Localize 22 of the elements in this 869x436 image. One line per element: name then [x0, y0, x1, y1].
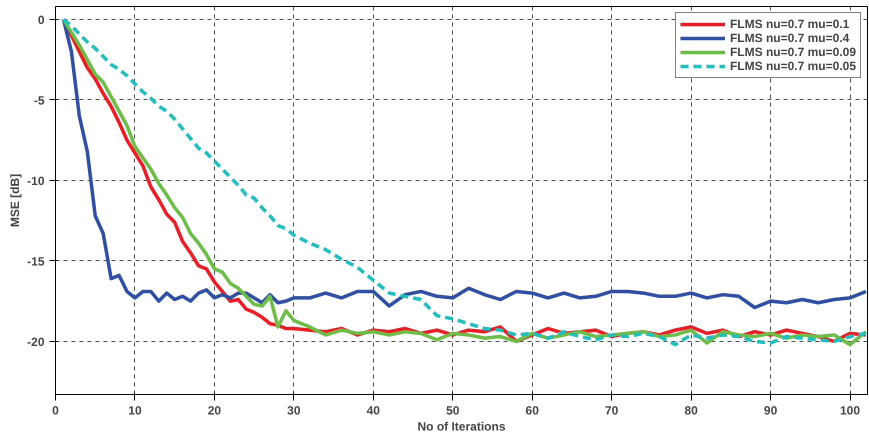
- x-tick-label: 80: [684, 404, 698, 418]
- x-tick-label: 50: [446, 404, 460, 418]
- x-tick-label: 100: [840, 404, 860, 418]
- y-tick-label: -5: [34, 93, 45, 108]
- x-tick-label: 30: [287, 404, 301, 418]
- x-tick-label: 60: [526, 404, 540, 418]
- x-tick-label: 90: [764, 404, 778, 418]
- x-tick-label: 70: [604, 404, 619, 418]
- y-tick-label: 0: [38, 12, 45, 27]
- y-tick-label: -20: [27, 334, 45, 349]
- x-tick-label: 20: [208, 404, 222, 418]
- legend-label: FLMS nu=0.7 mu=0.09: [730, 45, 856, 59]
- x-tick-label: 40: [366, 404, 380, 418]
- legend-label: FLMS nu=0.7 mu=0.1: [730, 17, 850, 31]
- x-axis-title: No of Iterations: [418, 420, 506, 434]
- legend-label: FLMS nu=0.7 mu=0.4: [730, 31, 850, 45]
- x-tick-label: 0: [52, 404, 60, 418]
- y-axis-title: MSE [dB]: [8, 174, 22, 228]
- y-tick-label: -10: [27, 174, 45, 188]
- legend-label: FLMS nu=0.7 mu=0.05: [730, 59, 856, 73]
- y-tick-label: -15: [27, 254, 45, 268]
- x-tick-label: 10: [128, 404, 142, 418]
